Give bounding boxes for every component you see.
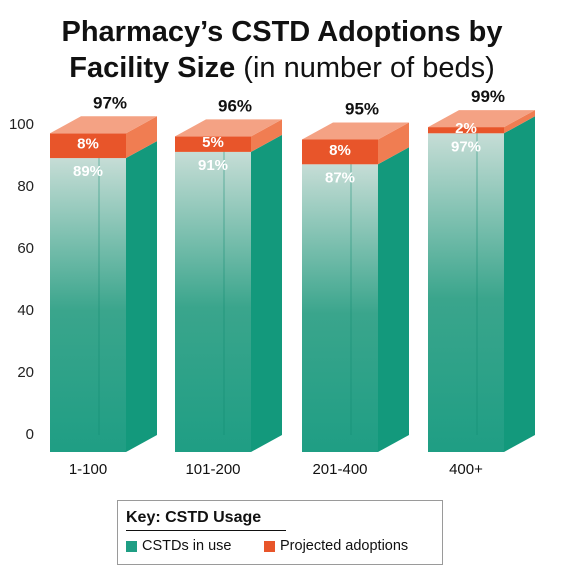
bar-group: 96% 5% 91% — [175, 96, 282, 452]
x-tick-label: 400+ — [449, 461, 483, 478]
y-tick-label: 80 — [17, 178, 34, 195]
bar-group: 97% 8% 89% — [50, 93, 157, 452]
bars: 97%8%89%96%5%91%95%8%87%99%2%97% — [50, 87, 535, 453]
y-tick-label: 0 — [26, 426, 34, 443]
bar-projected — [428, 127, 504, 134]
chart-title: Pharmacy’s CSTD Adoptions by Facility Si… — [0, 14, 564, 86]
projected-label: 2% — [455, 120, 477, 137]
bar-projected — [50, 133, 126, 159]
total-label: 97% — [93, 93, 127, 112]
legend-divider — [126, 530, 286, 531]
total-label: 99% — [471, 87, 505, 106]
chart-title-emphasis: Facility Size — [69, 52, 236, 84]
y-tick-label: 100 — [9, 116, 34, 133]
y-tick-label: 60 — [17, 240, 34, 257]
legend-swatch-in-use — [126, 540, 137, 552]
projected-label: 5% — [202, 134, 224, 151]
legend-label-projected: Projected adoptions — [280, 538, 409, 554]
in-use-label: 97% — [451, 138, 481, 155]
bar-projected-side — [126, 116, 157, 159]
bar-in-use-side — [378, 147, 409, 453]
bar-in-use-side — [504, 116, 535, 453]
x-tick-label: 1-100 — [69, 461, 107, 478]
legend-item-in-use: CSTDs in use — [126, 538, 231, 554]
y-tick-label: 40 — [17, 302, 34, 319]
x-tick-label: 201-400 — [312, 461, 367, 478]
chart-title-line2: Facility Size (in number of beds) — [0, 50, 564, 86]
total-label: 96% — [218, 96, 252, 115]
bar-in-use-side — [126, 141, 157, 452]
y-tick-label: 20 — [17, 364, 34, 381]
projected-label: 8% — [77, 136, 99, 153]
legend: Key: CSTD Usage CSTDs in use Projected a… — [117, 500, 443, 565]
bar-in-use — [175, 151, 251, 452]
bar-projected — [302, 139, 378, 165]
legend-swatch-projected — [264, 540, 275, 552]
bar-top-face — [302, 122, 409, 140]
chart-title-line1: Pharmacy’s CSTD Adoptions by — [61, 16, 503, 48]
projected-label: 8% — [329, 142, 351, 159]
bar-top-face — [175, 119, 282, 137]
in-use-label: 91% — [198, 157, 228, 174]
bar-in-use — [428, 133, 504, 453]
bar-top-face — [428, 110, 535, 128]
bar-in-use — [302, 164, 378, 453]
bar-group: 95% 8% 87% — [302, 100, 409, 453]
x-tick-label: 101-200 — [185, 461, 240, 478]
legend-title: Key: CSTD Usage — [126, 509, 262, 526]
in-use-label: 89% — [73, 163, 103, 180]
legend-label-in-use: CSTDs in use — [142, 538, 232, 554]
total-label: 95% — [345, 100, 379, 119]
bar-projected-side — [504, 110, 535, 134]
legend-item-projected: Projected adoptions — [264, 538, 408, 554]
x-axis: 1-100 101-200 201-400 400+ — [69, 461, 483, 478]
bar-group: 99% 2%97% — [428, 87, 535, 453]
in-use-label: 87% — [325, 169, 355, 186]
bar-projected — [175, 136, 251, 152]
chart-title-units: (in number of beds) — [235, 52, 495, 84]
bar-top-face — [50, 116, 157, 134]
bar-projected-side — [378, 122, 409, 165]
bar-in-use-side — [251, 134, 282, 452]
bar-projected-side — [251, 119, 282, 152]
y-axis: 0 20 40 60 80 100 — [9, 116, 34, 443]
bar-in-use — [50, 158, 126, 452]
